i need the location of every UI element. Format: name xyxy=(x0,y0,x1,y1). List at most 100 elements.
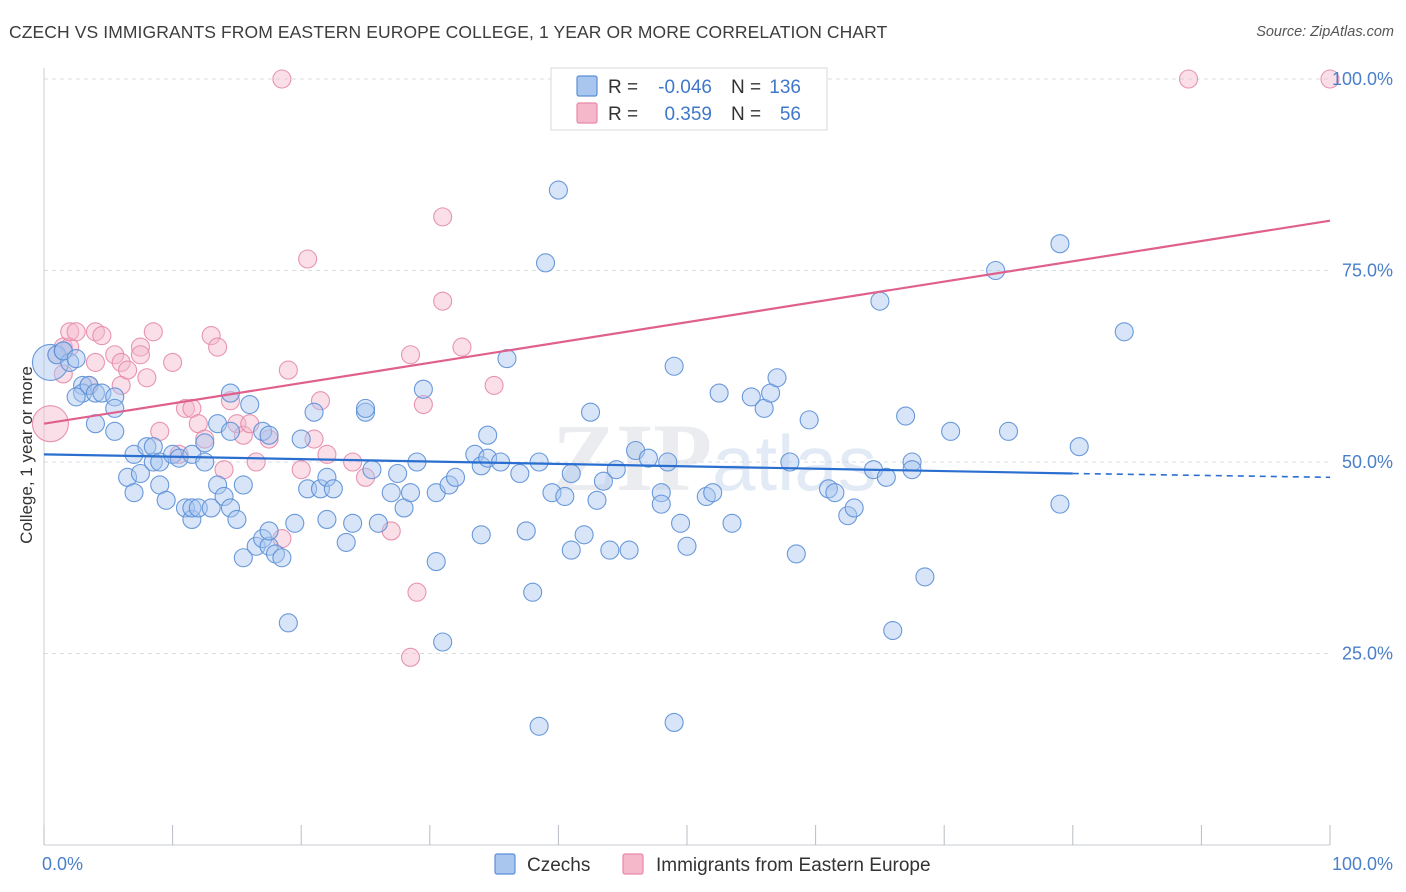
data-point xyxy=(208,337,228,357)
chart-title: CZECH VS IMMIGRANTS FROM EASTERN EUROPE … xyxy=(9,22,888,42)
czech-legend-swatch xyxy=(576,75,598,97)
legend-n-label-czech: N = xyxy=(731,77,761,98)
data-point xyxy=(722,513,742,533)
data-point xyxy=(426,552,446,572)
data-point xyxy=(1050,494,1070,514)
data-point xyxy=(214,486,234,507)
data-point xyxy=(240,394,260,415)
data-point xyxy=(195,433,215,453)
data-point xyxy=(368,513,388,533)
data-point xyxy=(105,421,125,441)
czech-trend-line xyxy=(43,453,1073,475)
watermark-zip: ZIP xyxy=(552,404,712,511)
data-point xyxy=(780,452,800,472)
data-point xyxy=(143,322,163,342)
data-point xyxy=(1178,69,1199,89)
data-point xyxy=(272,69,292,89)
data-point xyxy=(169,448,189,468)
data-point xyxy=(703,483,723,503)
legend-n-label-immigrants: N = xyxy=(731,104,761,125)
y-axis-label: College, 1 year or more xyxy=(17,366,36,544)
y-tick-label: 75.0% xyxy=(1342,261,1393,281)
data-point xyxy=(883,620,903,641)
trend-lines xyxy=(43,219,1331,479)
immigrants-points xyxy=(31,69,1340,667)
data-point xyxy=(343,452,363,472)
data-point xyxy=(285,513,305,533)
stats-legend: R = -0.046 N = 136 R = 0.359 N = 56 xyxy=(550,67,828,131)
data-point xyxy=(1050,234,1070,254)
data-point xyxy=(310,391,331,411)
data-point xyxy=(825,483,845,503)
data-point xyxy=(606,460,626,480)
legend-n-value-czech: 136 xyxy=(769,77,801,98)
data-point xyxy=(163,352,183,372)
data-point xyxy=(876,467,896,487)
data-point xyxy=(195,452,215,472)
data-point xyxy=(201,326,221,346)
data-point xyxy=(233,475,253,495)
data-point xyxy=(741,387,761,407)
data-point xyxy=(413,394,433,415)
data-point xyxy=(516,521,536,541)
data-point xyxy=(304,402,324,422)
data-point xyxy=(317,467,337,487)
immigrants-trend-line xyxy=(43,219,1331,425)
data-point xyxy=(92,383,112,403)
data-point xyxy=(998,421,1019,441)
data-point xyxy=(651,483,671,503)
data-point xyxy=(85,383,105,403)
immigrants-legend-swatch-bottom xyxy=(622,853,644,875)
data-point xyxy=(130,337,150,357)
data-point xyxy=(1114,322,1134,342)
watermark-atlas: atlas xyxy=(712,419,877,507)
data-point xyxy=(272,548,292,568)
data-point xyxy=(124,483,144,503)
data-point xyxy=(484,375,504,395)
data-point xyxy=(85,352,105,372)
data-point xyxy=(677,536,697,556)
data-point xyxy=(259,425,279,445)
data-point xyxy=(227,509,247,530)
data-point xyxy=(298,249,318,269)
data-point xyxy=(355,398,376,418)
czech-trend-extension xyxy=(1072,472,1331,479)
data-point xyxy=(92,326,112,346)
data-point xyxy=(529,452,549,472)
data-point xyxy=(323,479,343,499)
source-credit: Source: ZipAtlas.com xyxy=(1256,24,1394,40)
data-point xyxy=(253,529,273,549)
y-tick-label: 25.0% xyxy=(1342,644,1393,664)
data-point xyxy=(664,712,684,732)
data-point xyxy=(208,475,228,495)
data-point xyxy=(838,506,858,526)
data-point xyxy=(580,402,601,422)
data-point xyxy=(658,452,678,472)
data-point xyxy=(201,498,221,518)
data-point xyxy=(593,471,613,491)
data-point xyxy=(651,494,671,514)
data-point xyxy=(535,253,556,273)
data-point xyxy=(182,509,202,530)
data-point xyxy=(478,425,498,445)
data-point xyxy=(118,360,138,380)
data-point xyxy=(574,525,594,545)
data-point xyxy=(555,486,575,507)
y-tick-label: 50.0% xyxy=(1342,452,1393,472)
data-point xyxy=(523,582,543,602)
data-point xyxy=(433,291,453,311)
data-point xyxy=(66,387,86,407)
data-point xyxy=(233,425,253,445)
data-point xyxy=(542,483,562,503)
data-point xyxy=(105,345,125,365)
data-point xyxy=(388,463,408,484)
data-point xyxy=(915,567,935,587)
data-point xyxy=(619,540,639,560)
data-point xyxy=(400,345,421,365)
x-tick-label: 100.0% xyxy=(1332,854,1393,874)
data-point xyxy=(130,345,150,365)
data-point xyxy=(844,498,864,518)
data-point xyxy=(587,490,607,510)
data-point xyxy=(400,647,421,667)
